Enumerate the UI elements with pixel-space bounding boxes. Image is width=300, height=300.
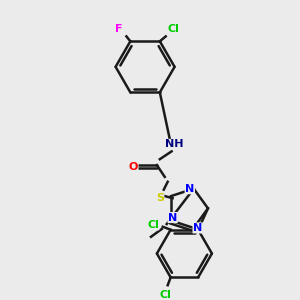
Text: N: N	[193, 223, 202, 233]
Text: Cl: Cl	[147, 220, 159, 230]
Text: NH: NH	[165, 140, 184, 149]
Text: O: O	[129, 162, 138, 172]
Text: N: N	[168, 212, 177, 223]
Text: F: F	[115, 25, 122, 34]
Text: N: N	[185, 184, 194, 194]
Text: Cl: Cl	[168, 25, 179, 34]
Text: Cl: Cl	[160, 290, 172, 300]
Text: S: S	[156, 193, 164, 202]
